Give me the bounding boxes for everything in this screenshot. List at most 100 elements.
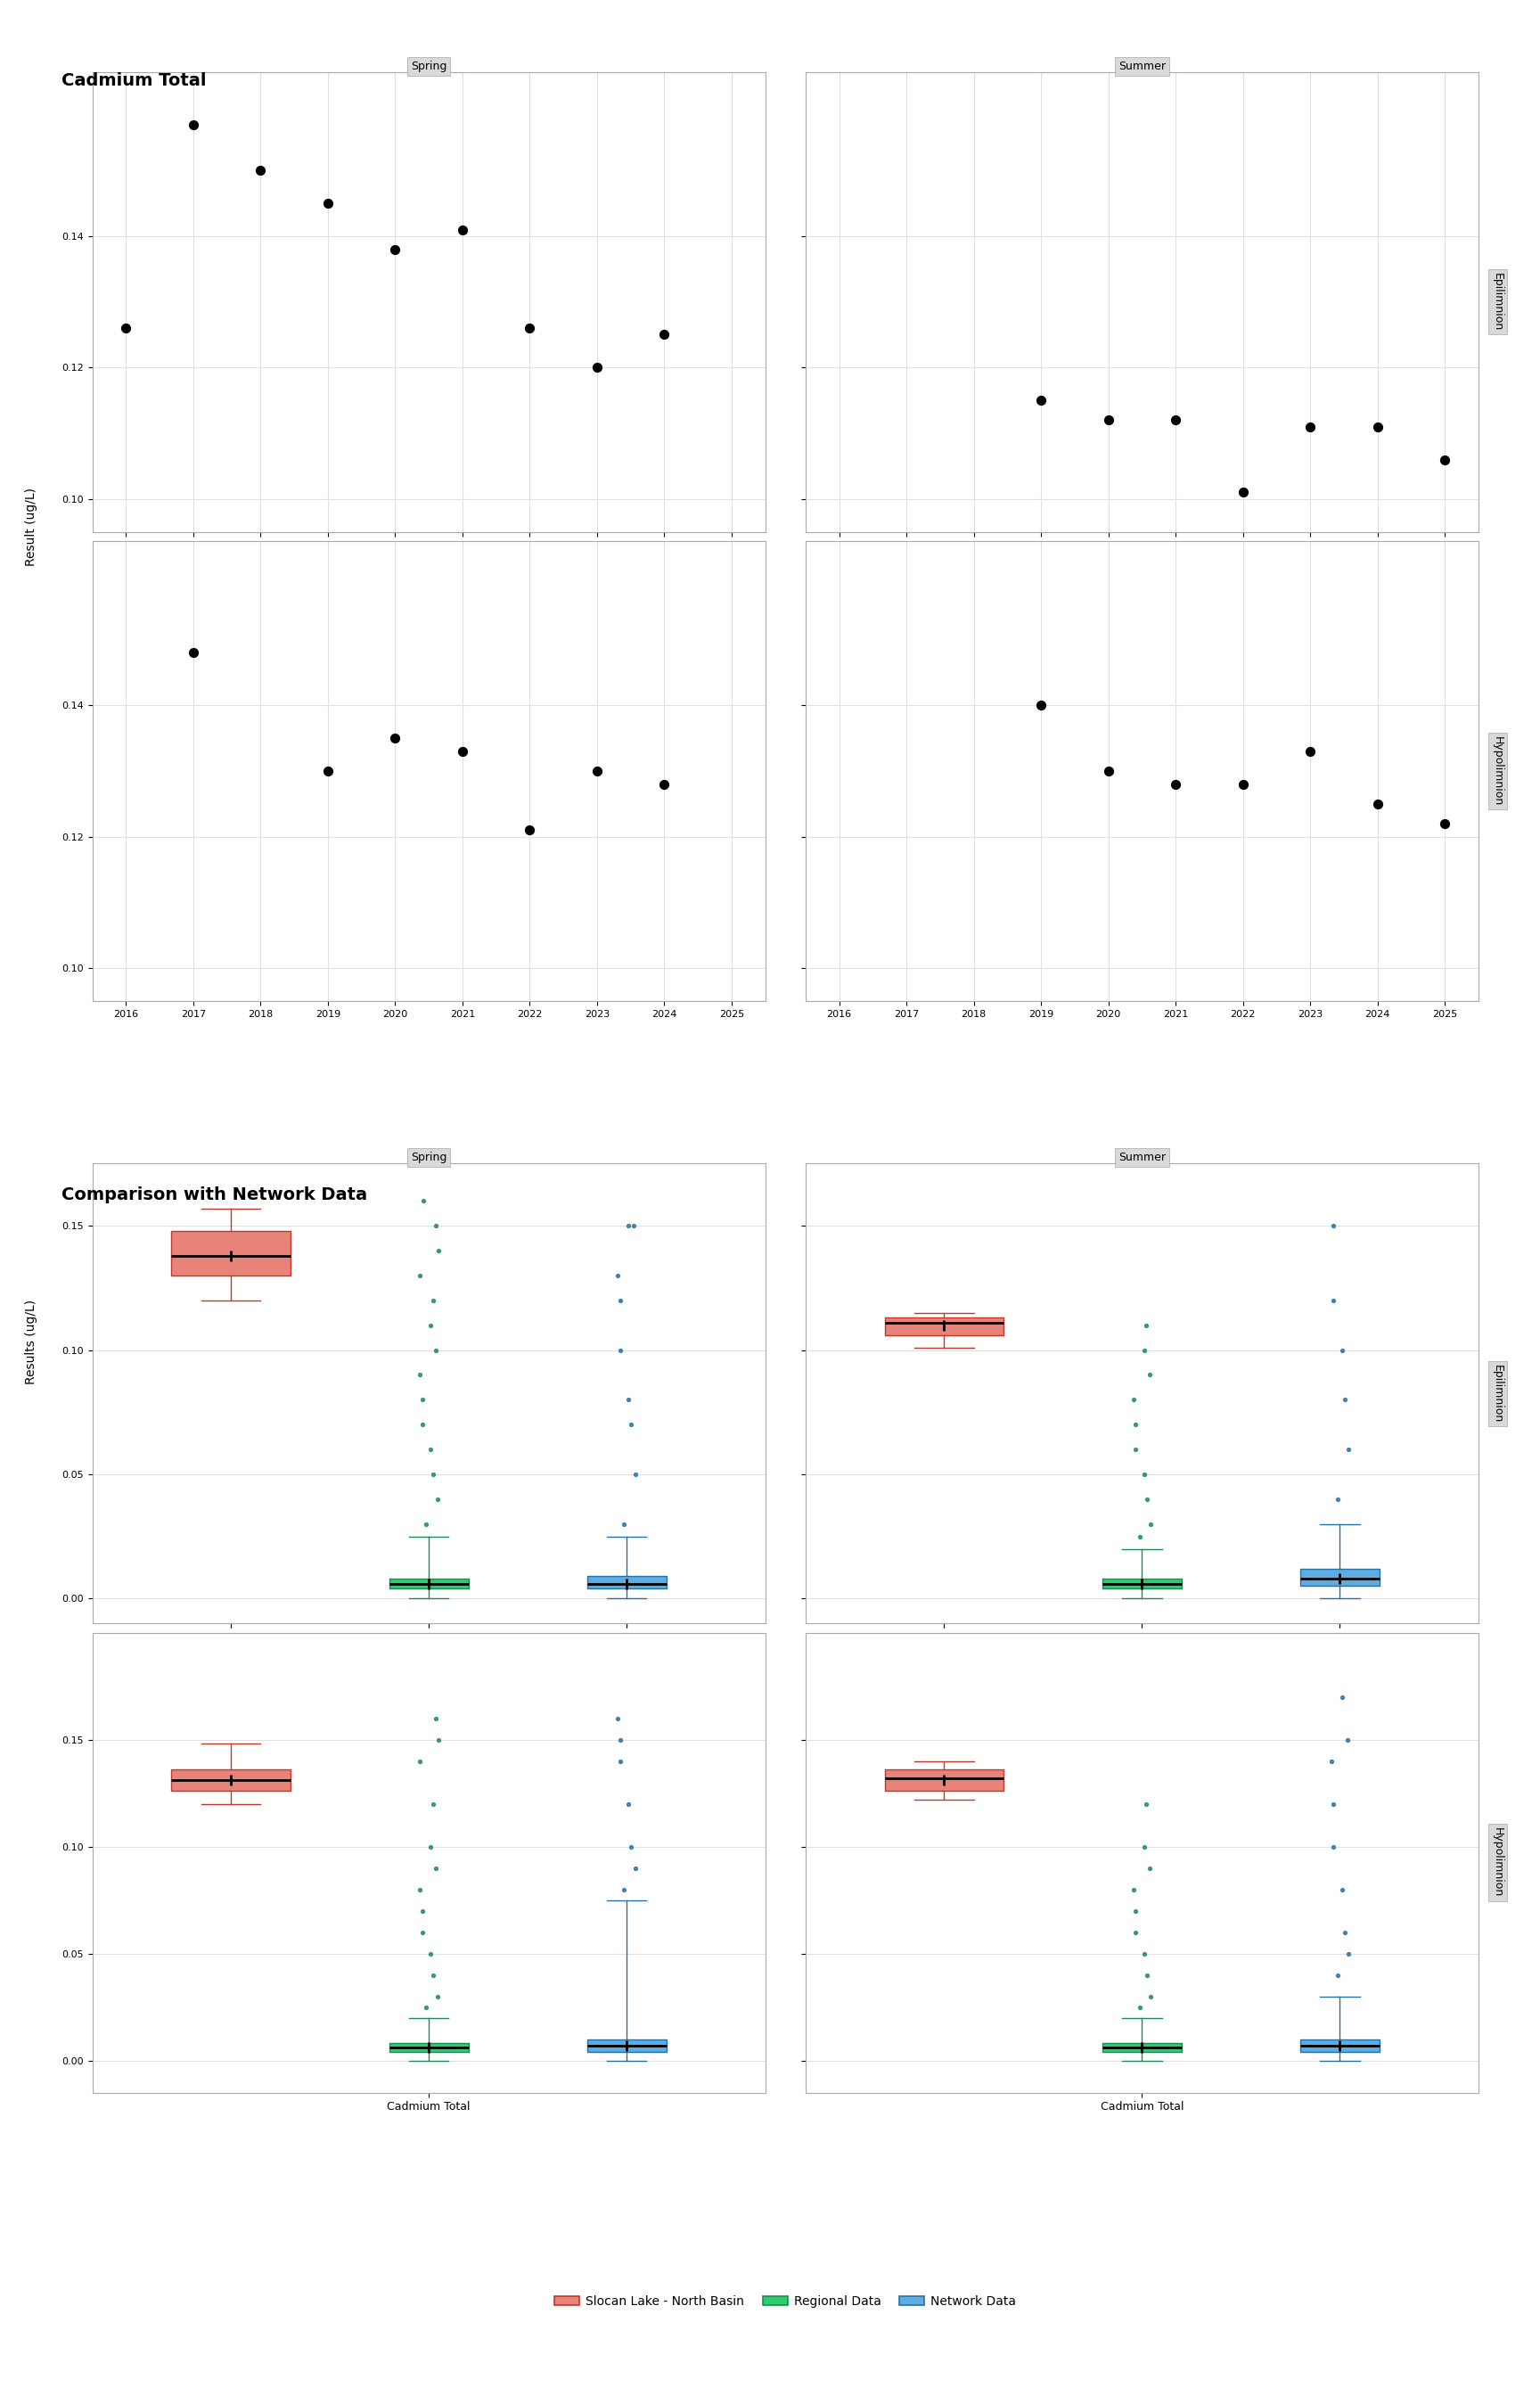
Point [1132,1454,1157,1493]
Point [1123,1890,1147,1929]
Point [450,733,474,772]
Point [420,1785,445,1823]
Point [1324,1481,1349,1519]
Point [407,1256,431,1294]
Title: Summer: Summer [1118,60,1166,72]
Text: Results (ug/L): Results (ug/L) [25,1299,37,1385]
PathPatch shape [390,2044,468,2051]
Title: Spring: Spring [411,60,447,72]
Point [605,1699,630,1737]
Point [1096,400,1121,438]
Point [424,1699,448,1737]
Text: Cadmium Total: Cadmium Total [62,72,206,89]
Point [1432,805,1457,843]
Point [420,1282,445,1320]
Point [182,105,206,144]
PathPatch shape [1300,2039,1380,2051]
Point [1230,474,1255,513]
PathPatch shape [1103,1579,1181,1589]
Point [585,347,610,386]
Point [114,309,139,347]
Point [1132,1934,1157,1972]
Point [408,1356,433,1394]
Point [1123,1912,1147,1950]
Point [419,1430,444,1469]
Point [1230,764,1255,803]
Point [1298,733,1323,772]
Point [1138,1505,1163,1543]
Point [616,1785,641,1823]
Point [1127,1989,1152,2027]
Point [1318,1742,1343,1780]
PathPatch shape [587,1577,667,1589]
Point [1432,441,1457,479]
Point [410,1380,434,1418]
Point [1337,1934,1361,1972]
Point [624,1454,648,1493]
Point [608,1330,633,1368]
Point [425,1720,450,1759]
Point [410,1890,434,1929]
Point [1137,1850,1161,1888]
Point [248,151,273,189]
Point [419,1934,444,1972]
Point [1121,1380,1146,1418]
Point [1332,1380,1357,1418]
Point [1364,783,1389,822]
Point [1364,407,1389,446]
PathPatch shape [885,1771,1004,1790]
Point [585,752,610,791]
Text: Hypolimnion: Hypolimnion [1492,736,1503,805]
Point [611,1505,636,1543]
Point [420,1454,445,1493]
Point [1135,1481,1160,1519]
Point [622,1208,647,1246]
Text: Hypolimnion: Hypolimnion [1492,1828,1503,1898]
Point [1135,1955,1160,1993]
Point [1123,1406,1147,1445]
Point [419,1828,444,1866]
Point [608,1742,633,1780]
PathPatch shape [885,1318,1004,1335]
Point [424,1850,448,1888]
Point [1321,1828,1346,1866]
Point [624,1850,648,1888]
Point [1324,1955,1349,1993]
Point [425,1977,450,2015]
Text: Result (ug/L): Result (ug/L) [25,489,37,565]
Point [383,230,408,268]
Point [414,1989,439,2027]
Text: Epilimnion: Epilimnion [1492,273,1503,331]
Point [420,1955,445,1993]
Point [414,1505,439,1543]
Point [1029,685,1053,724]
PathPatch shape [390,1579,468,1589]
Point [605,1256,630,1294]
PathPatch shape [587,2039,667,2051]
Text: Comparison with Network Data: Comparison with Network Data [62,1186,368,1203]
Point [1029,381,1053,419]
Point [182,633,206,671]
Point [419,1306,444,1344]
Point [425,1232,450,1270]
Point [1321,1785,1346,1823]
Title: Spring: Spring [411,1152,447,1164]
Point [383,719,408,757]
Point [1133,1306,1158,1344]
Point [1329,1330,1354,1368]
Point [619,1406,644,1445]
Point [1321,1208,1346,1246]
Point [1329,1677,1354,1716]
Text: Epilimnion: Epilimnion [1492,1363,1503,1423]
Point [1298,407,1323,446]
Point [1332,1912,1357,1950]
Point [1133,1785,1158,1823]
Point [424,1208,448,1246]
Point [1163,764,1187,803]
Legend: Slocan Lake - North Basin, Regional Data, Network Data: Slocan Lake - North Basin, Regional Data… [550,2291,1021,2312]
PathPatch shape [171,1771,290,1790]
Point [1163,400,1187,438]
Point [316,752,340,791]
Point [1127,1517,1152,1555]
Point [517,309,542,347]
